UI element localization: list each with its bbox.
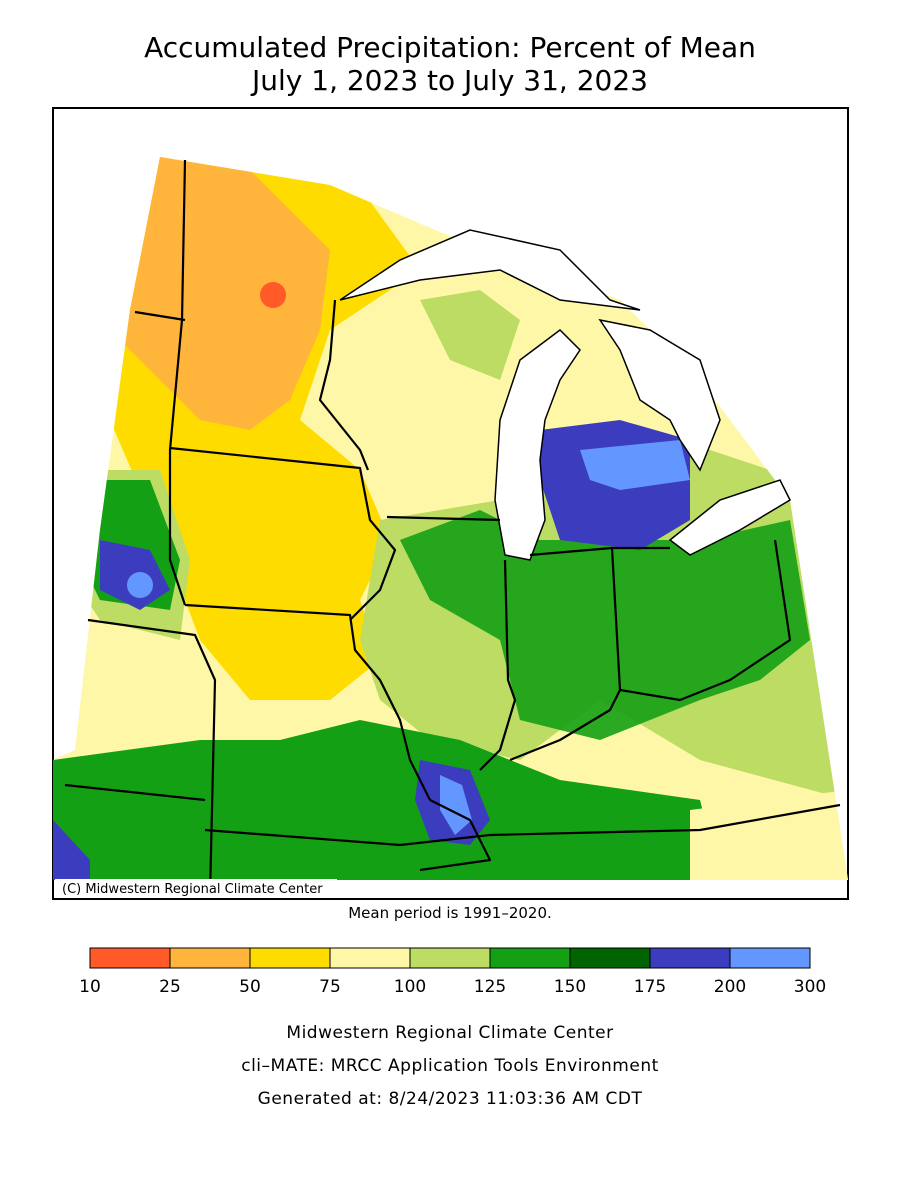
credit-box — [55, 879, 337, 897]
legend-swatch — [569, 947, 651, 969]
legend-tick-label: 50 — [239, 977, 261, 997]
legend-swatch — [729, 947, 811, 969]
footer-line: Midwestern Regional Climate Center — [286, 1023, 613, 1043]
legend-swatch — [409, 947, 491, 969]
lakes — [339, 229, 791, 561]
map: (C) Midwestern Regional Climate Center — [52, 107, 849, 900]
legend-tick-label: 200 — [714, 977, 746, 997]
legend-tick-label: 150 — [554, 977, 586, 997]
legend-swatch — [249, 947, 331, 969]
legend-tick-label: 100 — [394, 977, 426, 997]
title-line: Accumulated Precipitation: Percent of Me… — [144, 31, 756, 64]
mean-period-note: Mean period is 1991–2020. — [348, 904, 552, 922]
legend-swatch — [649, 947, 731, 969]
legend-swatch — [329, 947, 411, 969]
footer-line: Generated at: 8/24/2023 11:03:36 AM CDT — [258, 1089, 643, 1109]
title-line: July 1, 2023 to July 31, 2023 — [250, 64, 648, 97]
legend: 10 25 50 75 100 125 150 175 200 300 — [79, 947, 826, 997]
legend-swatch — [89, 947, 171, 969]
legend-tick-label: 10 — [79, 977, 101, 997]
legend-swatch — [489, 947, 571, 969]
state-lines — [64, 159, 841, 896]
footer-line: cli–MATE: MRCC Application Tools Environ… — [241, 1056, 659, 1076]
precip-field — [53, 157, 848, 880]
map-credit: (C) Midwestern Regional Climate Center — [62, 882, 323, 897]
legend-swatch — [169, 947, 251, 969]
legend-tick-label: 175 — [634, 977, 666, 997]
legend-tick-label: 300 — [794, 977, 826, 997]
legend-tick-label: 75 — [319, 977, 341, 997]
legend-tick-label: 125 — [474, 977, 506, 997]
legend-tick-label: 25 — [159, 977, 181, 997]
